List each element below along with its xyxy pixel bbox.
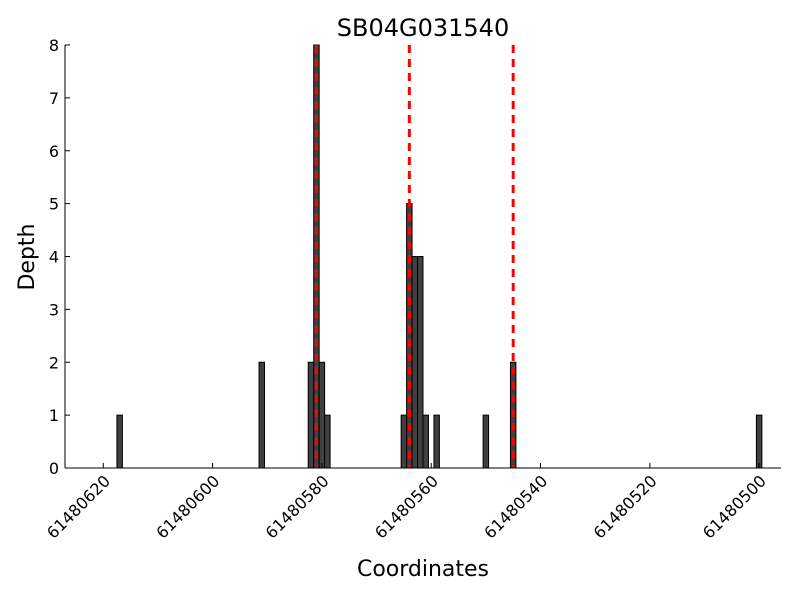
y-tick-label-0: 0 — [49, 459, 59, 478]
bar-14 — [755, 414, 763, 469]
plot-area: 0 1 2 3 4 5 6 7 8 61480620 61480600 61480580 6148056… — [43, 36, 781, 542]
bar-8 — [411, 256, 419, 469]
y-tick-label-6: 6 — [49, 142, 59, 161]
bar-10 — [422, 414, 429, 469]
x-tick-label-61480520: 61480520 — [590, 471, 661, 542]
x-tick-label-61480540: 61480540 — [480, 471, 551, 542]
y-tick-label-3: 3 — [49, 300, 59, 319]
bar-5 — [324, 414, 331, 469]
y-tick-label-4: 4 — [49, 248, 59, 267]
x-tick-label-61480500: 61480500 — [699, 471, 770, 542]
bar-11 — [433, 414, 440, 469]
bar-0 — [116, 414, 123, 469]
x-tick-label-61480620: 61480620 — [43, 471, 114, 542]
bar-4 — [318, 361, 326, 469]
y-axis-title: Depth — [15, 223, 40, 290]
bar-9 — [417, 256, 424, 469]
x-tick-label-61480580: 61480580 — [262, 471, 333, 542]
y-tick-label-1: 1 — [49, 406, 59, 425]
bar-1 — [258, 361, 265, 469]
x-tick-label-61480600: 61480600 — [152, 471, 223, 542]
x-axis-title: Coordinates — [357, 557, 489, 582]
y-tick-label-2: 2 — [49, 353, 59, 372]
chart-title: SB04G031540 — [337, 14, 509, 42]
y-tick-label-5: 5 — [49, 195, 59, 214]
bar-6 — [400, 414, 408, 469]
bar-12 — [482, 414, 490, 469]
bar-2 — [307, 361, 315, 469]
y-tick-label-7: 7 — [49, 89, 59, 108]
x-tick-label-61480560: 61480560 — [371, 471, 442, 542]
y-tick-label-8: 8 — [49, 36, 59, 55]
